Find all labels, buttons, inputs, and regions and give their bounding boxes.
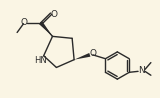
Text: N: N: [138, 66, 144, 75]
Polygon shape: [39, 21, 52, 36]
Text: HN: HN: [34, 56, 47, 65]
Text: O: O: [90, 49, 97, 58]
Text: O: O: [21, 18, 28, 27]
Polygon shape: [74, 53, 90, 60]
Text: O: O: [50, 10, 57, 19]
